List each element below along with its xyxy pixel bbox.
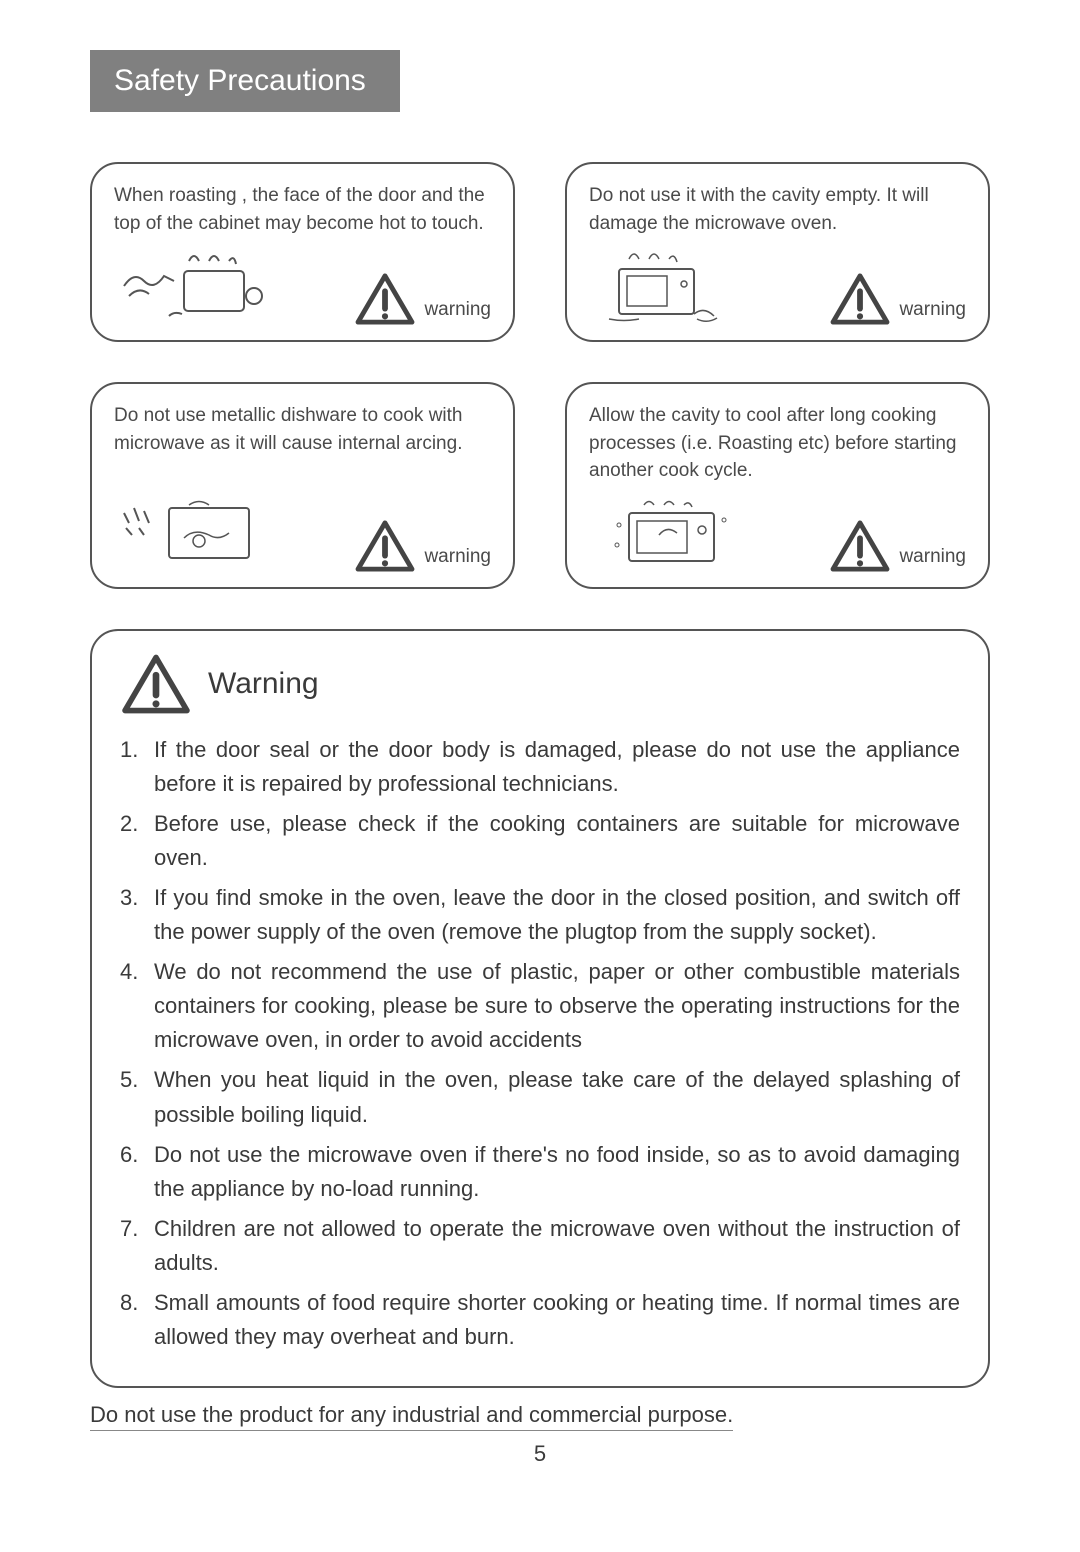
- warning-label: warning: [899, 296, 966, 326]
- warning-label: warning: [424, 543, 491, 573]
- warning-boxes-grid: When roasting , the face of the door and…: [90, 162, 990, 589]
- warning-icon: [829, 272, 891, 326]
- list-item: 5.When you heat liquid in the oven, plea…: [120, 1063, 960, 1131]
- list-item: 4.We do not recommend the use of plastic…: [120, 955, 960, 1057]
- list-item: 8.Small amounts of food require shorter …: [120, 1286, 960, 1354]
- warning-text: Do not use metallic dishware to cook wit…: [114, 402, 491, 457]
- warning-box: Do not use it with the cavity empty. It …: [565, 162, 990, 342]
- warning-text: When roasting , the face of the door and…: [114, 182, 491, 237]
- section-title: Safety Precautions: [90, 50, 400, 112]
- empty-cavity-illustration: [589, 246, 759, 326]
- warning-label: warning: [899, 543, 966, 573]
- warning-text: Do not use it with the cavity empty. It …: [589, 182, 966, 237]
- warning-icon: [829, 519, 891, 573]
- warning-text: Allow the cavity to cool after long cook…: [589, 402, 966, 485]
- warning-box: Allow the cavity to cool after long cook…: [565, 382, 990, 589]
- metal-dishware-illustration: [114, 493, 284, 573]
- warning-list: 1.If the door seal or the door body is d…: [120, 733, 960, 1355]
- footer-note: Do not use the product for any industria…: [90, 1402, 733, 1431]
- list-item: 3.If you find smoke in the oven, leave t…: [120, 881, 960, 949]
- list-item: 2.Before use, please check if the cookin…: [120, 807, 960, 875]
- warning-icon: [120, 653, 192, 715]
- list-item: 7.Children are not allowed to operate th…: [120, 1212, 960, 1280]
- warning-box: Do not use metallic dishware to cook wit…: [90, 382, 515, 589]
- cool-cavity-illustration: [589, 493, 759, 573]
- hot-surface-illustration: [114, 246, 284, 326]
- warning-icon: [354, 272, 416, 326]
- warning-heading: Warning: [208, 667, 319, 701]
- list-item: 1.If the door seal or the door body is d…: [120, 733, 960, 801]
- list-item: 6.Do not use the microwave oven if there…: [120, 1138, 960, 1206]
- page-number: 5: [90, 1441, 990, 1467]
- main-warning-box: Warning 1.If the door seal or the door b…: [90, 629, 990, 1389]
- warning-icon: [354, 519, 416, 573]
- warning-box: When roasting , the face of the door and…: [90, 162, 515, 342]
- warning-label: warning: [424, 296, 491, 326]
